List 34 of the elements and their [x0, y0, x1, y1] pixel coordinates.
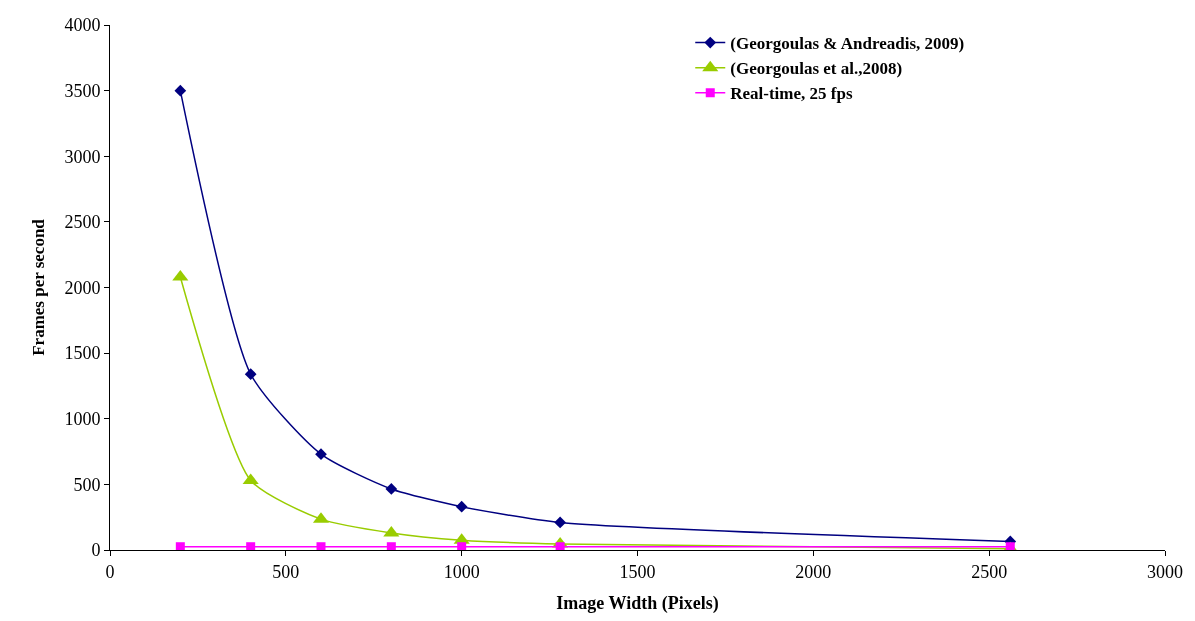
point: [383, 525, 400, 537]
point: [316, 542, 326, 550]
point: [315, 448, 327, 461]
y-tick-label: 2000: [64, 277, 101, 298]
y-tick-label: 1500: [64, 343, 101, 364]
x-tick-label: 1000: [443, 561, 480, 582]
point: [385, 483, 398, 495]
y-tick-label: 3500: [64, 80, 101, 101]
point: [1005, 542, 1015, 550]
point: [246, 542, 256, 550]
y-tick-label: 500: [73, 474, 101, 495]
point: [554, 516, 566, 529]
point: [174, 84, 187, 97]
x-axis-title: Image Width (Pixels): [556, 592, 719, 614]
x-tick-label: 3000: [1147, 561, 1183, 582]
y-tick-label: 3000: [64, 146, 101, 167]
x-tick-label: 1500: [619, 561, 656, 582]
point: [455, 500, 468, 513]
legend-label: (Georgoulas et al.,2008): [730, 59, 903, 79]
point: [457, 542, 467, 550]
x-tick-label: 500: [272, 561, 300, 582]
legend-label: Real-time, 25 fps: [730, 84, 853, 104]
x-tick-label: 0: [105, 561, 115, 582]
point: [175, 542, 185, 550]
legend-label: (Georgoulas & Andreadis, 2009): [730, 34, 965, 54]
point: [244, 368, 257, 380]
x-tick-label: 2500: [971, 561, 1008, 582]
point: [386, 542, 396, 550]
y-tick-label: 0: [91, 540, 101, 561]
y-tick-label: 4000: [64, 15, 101, 36]
y-axis-title: Frames per second: [28, 218, 48, 356]
y-tick-label: 1000: [64, 409, 101, 430]
x-tick-label: 2000: [795, 561, 832, 582]
y-tick-label: 2500: [64, 212, 101, 233]
